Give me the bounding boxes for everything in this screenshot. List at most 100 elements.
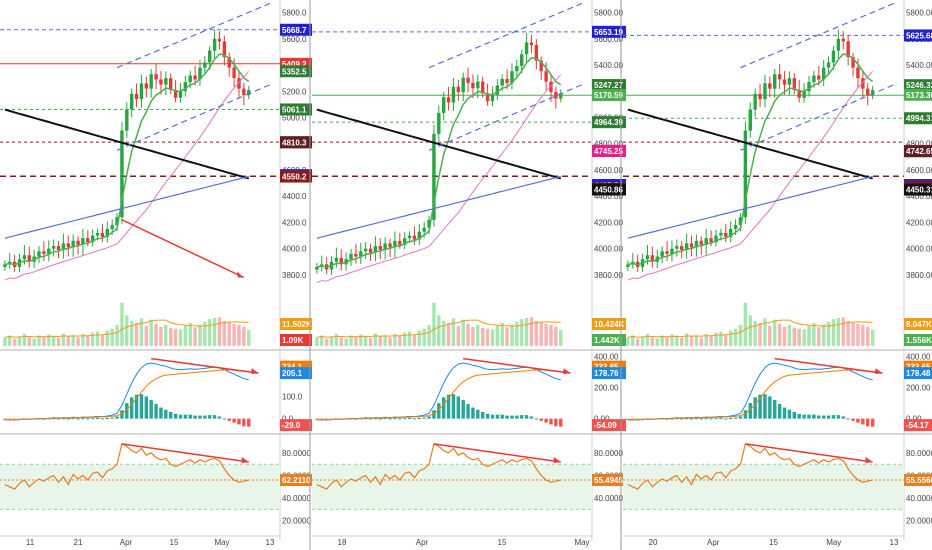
volume-bar [100, 334, 105, 346]
candle-body [42, 251, 46, 254]
candle-body [524, 42, 529, 55]
signal-line [4, 369, 249, 421]
macd-histogram-bar [817, 415, 821, 419]
channel-upper [740, 1, 898, 69]
candle-body [724, 232, 728, 237]
candle-body [183, 82, 188, 92]
macd-histogram-bar [100, 418, 105, 420]
volume-bar [378, 336, 382, 346]
candle-body [242, 88, 246, 96]
candle-body [768, 83, 772, 89]
price-badge [280, 23, 312, 36]
rsi-band [623, 464, 904, 510]
candle-body [393, 240, 397, 248]
candle-body [349, 253, 353, 260]
volume-bar [753, 321, 757, 346]
macd-histogram-bar [441, 397, 446, 419]
macd-histogram-bar [480, 412, 485, 419]
x-tick-label: 11 [26, 538, 35, 547]
price-badge [280, 136, 312, 149]
macd-badge [592, 419, 626, 432]
candle-body [817, 75, 821, 80]
arrow-head [875, 368, 883, 375]
price-badge [904, 79, 932, 92]
volume-bar [451, 318, 456, 346]
volume-bar [95, 331, 100, 346]
volume-bar [188, 322, 192, 346]
macd-histogram-bar [208, 415, 212, 419]
volume-bar [168, 327, 173, 346]
volume-bar [782, 326, 787, 346]
macd-histogram-bar [856, 418, 860, 423]
price-tick-label: 5600.0 [282, 35, 307, 44]
volume-bar [402, 332, 407, 346]
candle-body [719, 232, 723, 236]
macd-divergence-arrow [463, 357, 571, 374]
candle-body [841, 38, 845, 42]
candle-body [203, 62, 207, 68]
volume-bar [120, 302, 124, 346]
volume-badge-label: 11.502K [282, 320, 312, 329]
volume-bar [329, 336, 334, 346]
macd-histogram-bar [363, 418, 368, 420]
rsi-divergence-arrow [433, 443, 561, 463]
macd-histogram-bar [490, 414, 495, 419]
macd-histogram-bar [129, 397, 134, 419]
volume-bar [373, 333, 378, 346]
volume-bar [549, 324, 553, 346]
macd-badge-label: 178.76 [594, 369, 619, 378]
candle-body [539, 60, 543, 72]
volume-bar [222, 321, 227, 346]
candle-body [743, 130, 748, 218]
volume-bar [3, 337, 7, 346]
candle-body [378, 246, 382, 250]
volume-bar [417, 330, 422, 346]
rsi-badge-label: 62.2110 [282, 476, 311, 485]
candle-body [821, 67, 826, 80]
macd-histogram-bar [237, 418, 241, 425]
candle-body [71, 240, 75, 248]
candle-body [154, 74, 158, 80]
pink-ma-line [627, 70, 873, 281]
volume-bar [635, 338, 640, 346]
candle-body [90, 235, 95, 243]
volume-bar [515, 322, 519, 346]
candle-body [549, 81, 553, 93]
price-badge-label: 5352.5 [282, 67, 307, 76]
macd-histogram-bar [383, 418, 387, 420]
price-tick-label: 4200.0 [282, 218, 307, 227]
candle-body [432, 133, 436, 220]
ema-line [627, 53, 874, 266]
price-tick-label: 4800.00 [594, 140, 623, 149]
rsi-tick-label: 20.0000 [282, 517, 311, 526]
macd-histogram-bar [807, 414, 811, 419]
macd-histogram-bar [422, 417, 426, 419]
x-tick-label: 13 [890, 538, 899, 547]
macd-histogram-bar [232, 418, 236, 423]
macd-histogram-bar [71, 418, 75, 420]
candle-body [427, 219, 431, 228]
volume-bar [626, 337, 630, 346]
volume-bar [709, 335, 713, 346]
candle-body [480, 81, 485, 94]
price-badge-label: 5061.1 [282, 105, 307, 114]
macd-histogram-bar [763, 394, 767, 419]
candle-body [451, 86, 456, 103]
macd-histogram-bar [836, 415, 841, 419]
black-ma-line [316, 108, 561, 180]
candle-body [680, 246, 684, 250]
macd-histogram-bar [704, 418, 708, 420]
price-badge [280, 103, 312, 116]
volume-badge-label: 1.09K [282, 336, 304, 345]
price-badge [904, 88, 932, 101]
volume-bar [12, 338, 17, 346]
macd-histogram-bar [149, 400, 153, 419]
volume-bar [861, 324, 865, 346]
macd-tick-label: 400.00 [906, 352, 931, 361]
volume-bar [212, 318, 217, 346]
candle-body [456, 86, 461, 93]
candle-body [461, 77, 465, 93]
price-badge-label: 5653.19 [594, 28, 623, 37]
macd-histogram-bar [787, 409, 792, 419]
volume-bar [344, 338, 348, 346]
